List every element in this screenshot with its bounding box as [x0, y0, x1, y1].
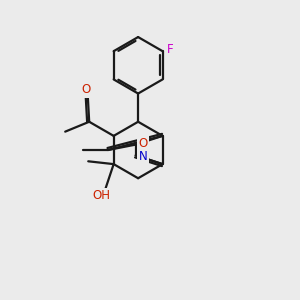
Text: F: F — [167, 43, 173, 56]
Text: O: O — [82, 83, 91, 96]
Text: O: O — [139, 136, 148, 150]
Text: N: N — [139, 150, 148, 164]
Text: OH: OH — [93, 189, 111, 202]
